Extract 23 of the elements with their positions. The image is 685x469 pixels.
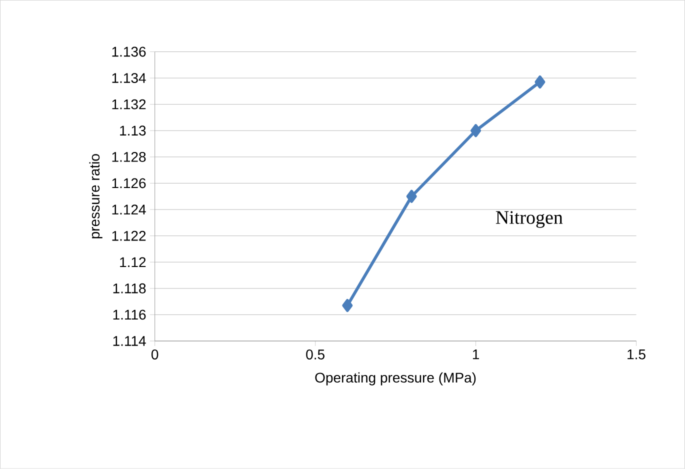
annotation: Nitrogen <box>496 211 563 228</box>
x-axis-title: Operating pressure (MPa) <box>315 372 476 386</box>
point <box>342 299 353 312</box>
y-axis-title: pressure ratio <box>89 154 102 238</box>
y-tick-label: 1.124 <box>112 204 146 215</box>
y-tick-label: 1.118 <box>113 284 146 294</box>
y-tick-label: 1.13 <box>120 126 146 136</box>
point <box>406 190 417 203</box>
point <box>534 76 546 89</box>
y-tick-label: 1.126 <box>112 178 146 188</box>
x-tick-label: 0 <box>151 350 158 360</box>
x-tick-label: 1.5 <box>628 350 646 360</box>
point <box>470 124 482 138</box>
x-tick-label: 1 <box>472 350 480 360</box>
y-tick-label: 1.116 <box>113 310 146 320</box>
y-tick-label: 1.132 <box>112 99 146 110</box>
y-tick-label: 1.12 <box>120 257 146 268</box>
y-tick-label: 1.134 <box>112 73 146 84</box>
y-tick-label: 1.114 <box>113 336 146 346</box>
y-tick-label: 1.122 <box>112 231 146 241</box>
y-tick-label: 1.128 <box>112 152 146 162</box>
x-tick-label: 0.5 <box>306 350 324 360</box>
y-tick-label: 1.136 <box>112 46 146 57</box>
